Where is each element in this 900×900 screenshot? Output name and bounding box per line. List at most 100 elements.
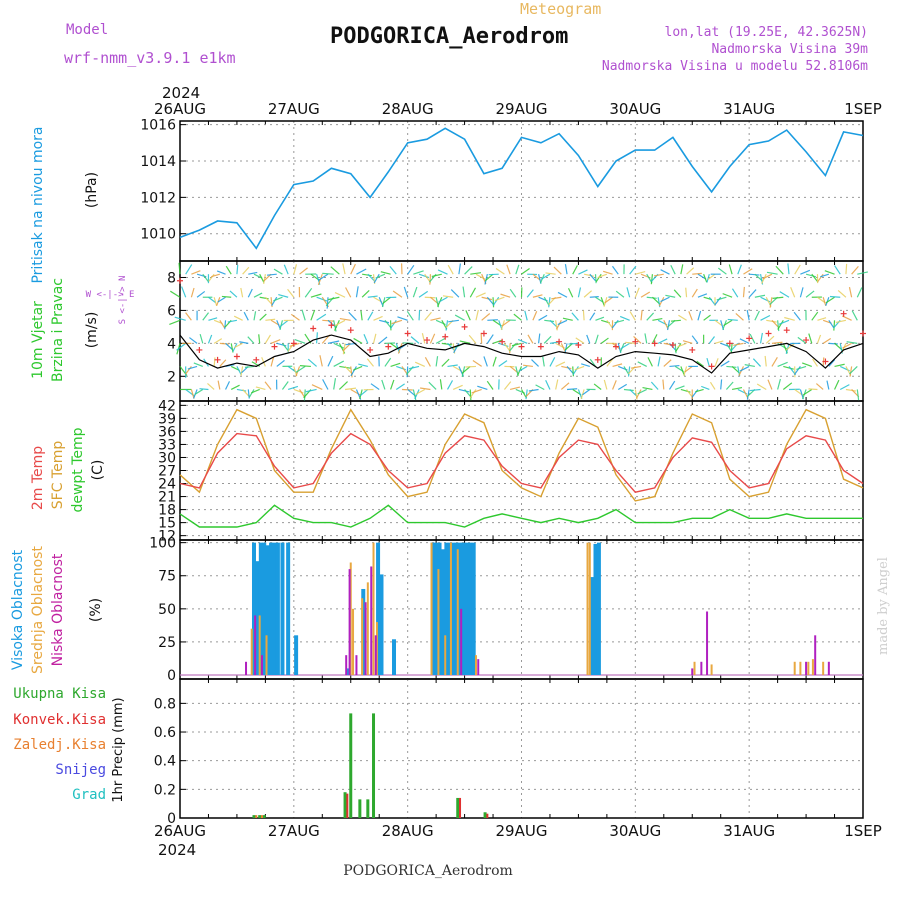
wind-arrow	[513, 313, 522, 321]
wind-arrow	[627, 366, 631, 377]
y-tick-label: 8	[167, 270, 176, 286]
wind-arrow	[595, 316, 605, 321]
wind-arrow	[174, 316, 186, 321]
wind-arrow	[225, 342, 233, 350]
wind-arrow	[593, 383, 602, 390]
wind-arrow	[281, 342, 289, 352]
precip-bar	[260, 815, 263, 818]
cloud-bar	[374, 635, 377, 676]
precip-bar	[459, 797, 462, 818]
cloud-title-3: Niska Oblacnost	[50, 553, 66, 666]
wind-arrow	[501, 319, 511, 327]
wind-gust-mark	[442, 333, 449, 340]
precip-bar	[486, 813, 489, 818]
wind-arrow	[322, 272, 334, 275]
y-tick-label: 1016	[140, 118, 176, 134]
wind-arrow	[265, 318, 276, 321]
wind-arrow	[538, 314, 548, 321]
wind-arrow	[475, 292, 486, 298]
cloud-bar	[456, 549, 459, 676]
wind-arrow	[583, 273, 594, 277]
temp-title-3: dewpt Temp	[70, 427, 86, 512]
wind-arrow	[445, 320, 449, 331]
wind-arrow	[782, 382, 793, 390]
wind-arrow	[663, 359, 672, 367]
wind-arrow	[339, 317, 351, 321]
cloud-bar	[286, 542, 291, 676]
wind-arrow	[216, 270, 226, 275]
wind-arrow	[777, 319, 784, 330]
wind-arrow	[242, 389, 250, 397]
wind-arrow	[428, 381, 437, 390]
wind-arrow	[310, 309, 316, 321]
wind-arrow	[703, 273, 708, 283]
wind-arrow	[785, 342, 796, 351]
wind-arrow	[468, 334, 477, 344]
cloud-bar	[366, 582, 369, 676]
compass-north-label: S <-|-> N	[118, 276, 128, 325]
cloud-bar	[799, 661, 802, 676]
wind-arrow	[202, 273, 210, 283]
wind-arrow	[697, 293, 708, 298]
wind-arrow	[737, 264, 742, 275]
wind-title-2: Brzina i Pravac	[50, 278, 66, 382]
cloud-bar	[294, 635, 299, 676]
wind-arrow	[311, 384, 323, 391]
wind-arrow	[465, 365, 476, 368]
wind-arrow	[564, 264, 568, 275]
wind-arrow	[378, 336, 388, 344]
wind-arrow	[503, 381, 512, 390]
wind-arrow	[487, 319, 498, 321]
wind-arrow	[651, 334, 658, 344]
wind-arrow	[303, 389, 306, 401]
wind-arrow	[263, 274, 266, 284]
wind-gust-mark	[726, 340, 733, 347]
precip-bar	[258, 815, 262, 818]
wind-arrow	[264, 296, 273, 305]
wind-arrow	[790, 286, 796, 298]
wind-arrow	[213, 297, 218, 307]
wind-arrow	[762, 273, 773, 280]
precip-bar	[349, 713, 353, 818]
wind-arrow	[334, 292, 346, 298]
precip-axis-label: 1hr Precip (mm)	[111, 697, 126, 802]
wind-arrow	[350, 366, 357, 377]
wind-arrow	[429, 333, 436, 344]
wind-arrow	[219, 319, 226, 329]
wind-gust-mark	[404, 330, 411, 337]
wind-arrow	[301, 309, 306, 321]
wind-arrow	[461, 365, 471, 374]
wind-arrow	[406, 366, 409, 378]
wind-arrow	[527, 334, 534, 344]
wind-arrow	[829, 295, 841, 298]
wind-arrow	[548, 297, 551, 308]
wind-gust-mark	[575, 342, 582, 348]
y-tick-label: 1010	[140, 227, 176, 243]
precip-bar	[343, 792, 347, 818]
cloud-bar	[793, 661, 796, 676]
wind-arrow	[630, 365, 642, 369]
wind-arrow	[401, 388, 413, 391]
wind-arrow	[612, 363, 623, 367]
plot-area: 1010101210141016246812151821242730333639…	[140, 100, 881, 840]
wind-arrow	[817, 296, 826, 304]
wind-arrow	[199, 388, 209, 391]
wind-arrow	[213, 357, 216, 367]
wind-arrow	[629, 265, 637, 275]
wind-arrow	[333, 360, 345, 367]
wind-arrow	[629, 311, 636, 321]
wind-arrow	[602, 270, 613, 275]
wind-gust-mark	[310, 325, 317, 332]
wind-arrow	[469, 389, 477, 399]
cloud-bar	[260, 655, 263, 676]
wind-gust-mark	[177, 277, 183, 284]
cloud-bar	[352, 608, 355, 676]
wind-arrow	[390, 379, 395, 390]
wind-arrow	[495, 268, 505, 275]
cloud-bar	[451, 542, 456, 676]
wind-arrow	[450, 289, 460, 298]
wind-gust-mark	[385, 343, 392, 350]
date-tick-top: 26AUG	[154, 100, 206, 118]
cloud-bar	[349, 562, 352, 676]
precip-bar	[372, 713, 376, 818]
